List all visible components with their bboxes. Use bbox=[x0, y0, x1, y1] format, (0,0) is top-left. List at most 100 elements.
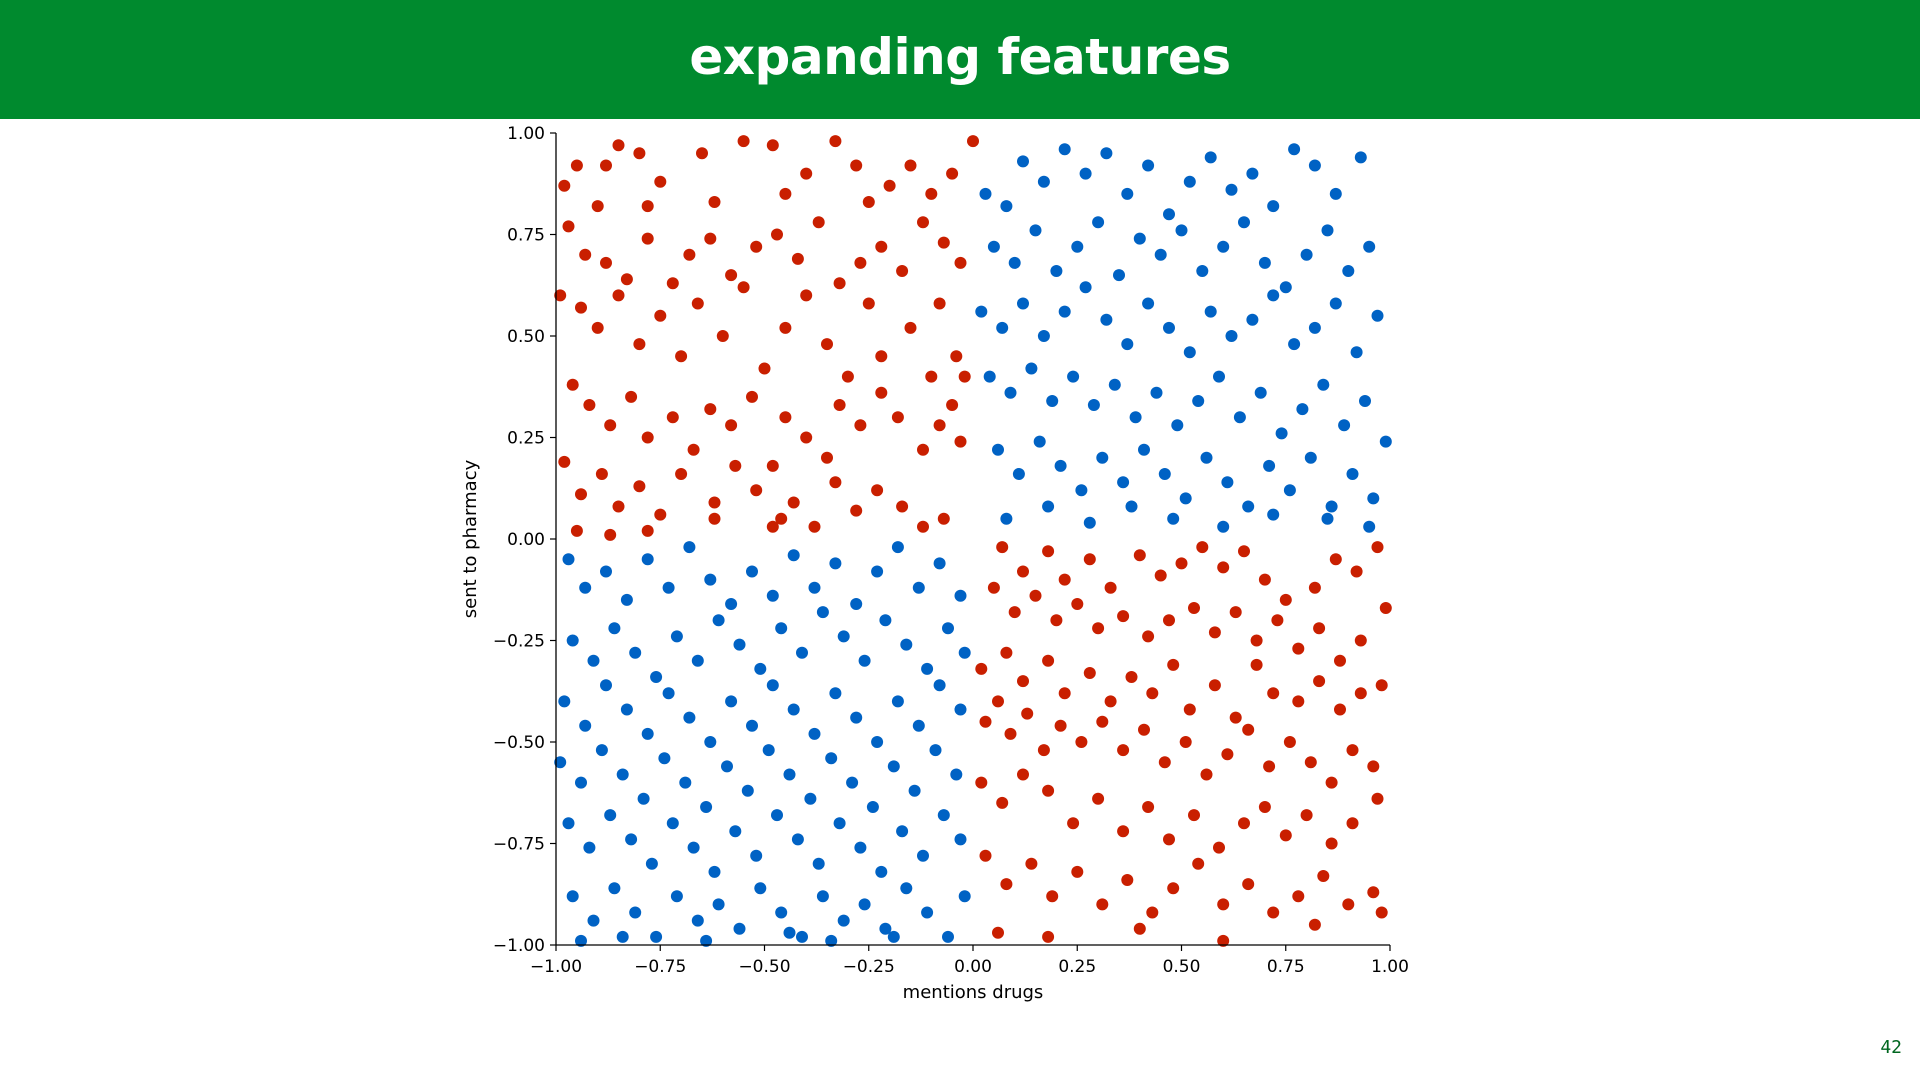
scatter-point-s1-149 bbox=[620, 703, 633, 716]
scatter-point-s1-176 bbox=[762, 744, 775, 757]
scatter-point-s0-75 bbox=[779, 411, 792, 424]
scatter-point-s0-144 bbox=[1334, 654, 1346, 667]
scatter-point-s1-41 bbox=[1037, 330, 1050, 342]
scatter-point-s0-162 bbox=[1292, 695, 1305, 708]
scatter-point-s0-136 bbox=[1163, 614, 1175, 627]
scatter-point-s1-50 bbox=[1225, 330, 1238, 342]
y-tick-label: 0.50 bbox=[507, 327, 545, 347]
scatter-point-s0-107 bbox=[641, 524, 654, 537]
scatter-point-s1-43 bbox=[1079, 281, 1092, 294]
scatter-point-s0-177 bbox=[1158, 756, 1171, 769]
scatter-point-s1-188 bbox=[604, 809, 617, 822]
scatter-point-s0-116 bbox=[1133, 549, 1146, 562]
scatter-point-s1-171 bbox=[658, 752, 671, 765]
scatter-point-s1-152 bbox=[683, 711, 696, 724]
scatter-point-s1-227 bbox=[616, 930, 629, 943]
scatter-point-s1-84 bbox=[1117, 476, 1130, 489]
scatter-point-s0-8 bbox=[696, 147, 708, 160]
scatter-point-s0-212 bbox=[1121, 874, 1134, 886]
scatter-point-s0-153 bbox=[1104, 695, 1117, 708]
scatter-point-s0-117 bbox=[1154, 569, 1167, 582]
scatter-point-s1-145 bbox=[958, 646, 971, 659]
scatter-point-s0-119 bbox=[1196, 541, 1209, 554]
scatter-point-s1-155 bbox=[746, 719, 758, 732]
y-axis-ticks: −1.00 −0.75 −0.50 −0.25 0.00 0.25 0.50 0.75 1.00 bbox=[493, 124, 556, 956]
scatter-point-s0-86 bbox=[558, 455, 571, 468]
scatter-point-s1-163 bbox=[912, 719, 925, 732]
scatter-point-s0-11 bbox=[766, 139, 779, 152]
scatter-point-s1-114 bbox=[725, 598, 738, 610]
x-tick-label: −1.00 bbox=[530, 957, 582, 977]
scatter-point-s0-175 bbox=[1117, 744, 1130, 757]
scatter-point-s1-51 bbox=[1246, 313, 1259, 326]
scatter-point-s1-2 bbox=[1017, 155, 1029, 168]
scatter-point-s1-189 bbox=[625, 833, 638, 846]
scatter-point-s0-66 bbox=[604, 419, 617, 432]
scatter-point-s1-218 bbox=[816, 890, 829, 903]
scatter-point-s0-85 bbox=[954, 435, 967, 448]
scatter-point-s0-192 bbox=[1067, 817, 1080, 830]
scatter-point-s1-54 bbox=[1308, 321, 1321, 334]
scatter-point-s1-49 bbox=[1204, 305, 1217, 318]
scatter-point-s1-194 bbox=[729, 825, 742, 838]
scatter-point-s1-20 bbox=[1008, 256, 1021, 269]
scatter-point-s0-89 bbox=[612, 500, 625, 513]
scatter-point-s0-20 bbox=[946, 167, 959, 180]
scatter-point-s1-64 bbox=[1108, 378, 1121, 391]
scatter-point-s1-150 bbox=[641, 727, 654, 740]
scatter-point-s1-213 bbox=[712, 898, 725, 911]
scatter-point-s0-134 bbox=[1117, 610, 1130, 623]
scatter-point-s1-65 bbox=[1129, 411, 1142, 424]
y-tick-label: 0.00 bbox=[507, 530, 545, 550]
scatter-point-s1-133 bbox=[712, 614, 725, 627]
scatter-point-s0-103 bbox=[917, 520, 929, 533]
scatter-point-s1-129 bbox=[629, 646, 642, 659]
x-axis-ticks: −1.00 −0.75 −0.50 −0.25 0.00 0.25 0.50 0.75 1.00 bbox=[530, 945, 1409, 977]
scatter-point-s0-95 bbox=[750, 484, 763, 497]
scatter-point-s1-37 bbox=[1363, 240, 1376, 253]
scatter-point-s0-24 bbox=[600, 256, 612, 269]
scatter-point-s0-168 bbox=[992, 695, 1004, 708]
scatter-point-s1-205 bbox=[954, 833, 967, 846]
y-tick-label: −1.00 bbox=[493, 936, 545, 956]
scatter-point-s0-91 bbox=[654, 508, 667, 521]
scatter-point-s0-170 bbox=[1021, 707, 1034, 720]
scatter-point-s1-26 bbox=[1133, 232, 1146, 245]
scatter-point-s1-63 bbox=[1087, 399, 1100, 411]
scatter-point-s0-199 bbox=[1238, 817, 1250, 830]
scatter-point-s1-100 bbox=[1125, 500, 1138, 513]
scatter-point-s1-186 bbox=[562, 817, 575, 830]
scatter-point-s0-148 bbox=[1000, 646, 1013, 659]
scatter-point-s1-169 bbox=[616, 768, 629, 781]
scatter-point-s1-62 bbox=[1067, 370, 1080, 383]
scatter-point-s1-22 bbox=[1050, 265, 1063, 277]
scatter-point-s0-171 bbox=[1037, 744, 1050, 757]
scatter-point-s1-14 bbox=[1267, 200, 1280, 213]
scatter-point-s0-61 bbox=[933, 297, 946, 310]
x-tick-label: 0.00 bbox=[954, 957, 992, 977]
scatter-point-s1-115 bbox=[746, 565, 758, 578]
scatter-point-s0-198 bbox=[1213, 841, 1225, 854]
scatter-point-s1-195 bbox=[750, 849, 763, 862]
scatter-point-s1-70 bbox=[1233, 411, 1246, 424]
scatter-point-s1-59 bbox=[1004, 386, 1017, 399]
scatter-point-s0-90 bbox=[633, 480, 646, 493]
scatter-point-s0-79 bbox=[854, 419, 867, 432]
scatter-point-s1-82 bbox=[1075, 484, 1088, 497]
scatter-point-s1-209 bbox=[629, 906, 642, 919]
scatter-point-s0-218 bbox=[1267, 906, 1280, 919]
scatter-point-s0-188 bbox=[975, 776, 988, 789]
scatter-point-s1-112 bbox=[683, 541, 696, 554]
scatter-point-s1-3 bbox=[1037, 175, 1050, 188]
scatter-point-s0-190 bbox=[1017, 768, 1029, 781]
scatter-point-s1-191 bbox=[666, 817, 679, 830]
scatter-point-s0-100 bbox=[850, 504, 863, 517]
scatter-point-s0-25 bbox=[620, 273, 633, 286]
scatter-point-s1-127 bbox=[587, 654, 600, 667]
scatter-point-s1-52 bbox=[1267, 289, 1280, 302]
scatter-point-s1-207 bbox=[587, 914, 600, 927]
scatter-point-s0-223 bbox=[992, 926, 1004, 939]
scatter-point-s1-132 bbox=[691, 654, 704, 667]
scatter-point-s1-200 bbox=[854, 841, 867, 854]
scatter-point-s1-90 bbox=[1242, 500, 1255, 513]
